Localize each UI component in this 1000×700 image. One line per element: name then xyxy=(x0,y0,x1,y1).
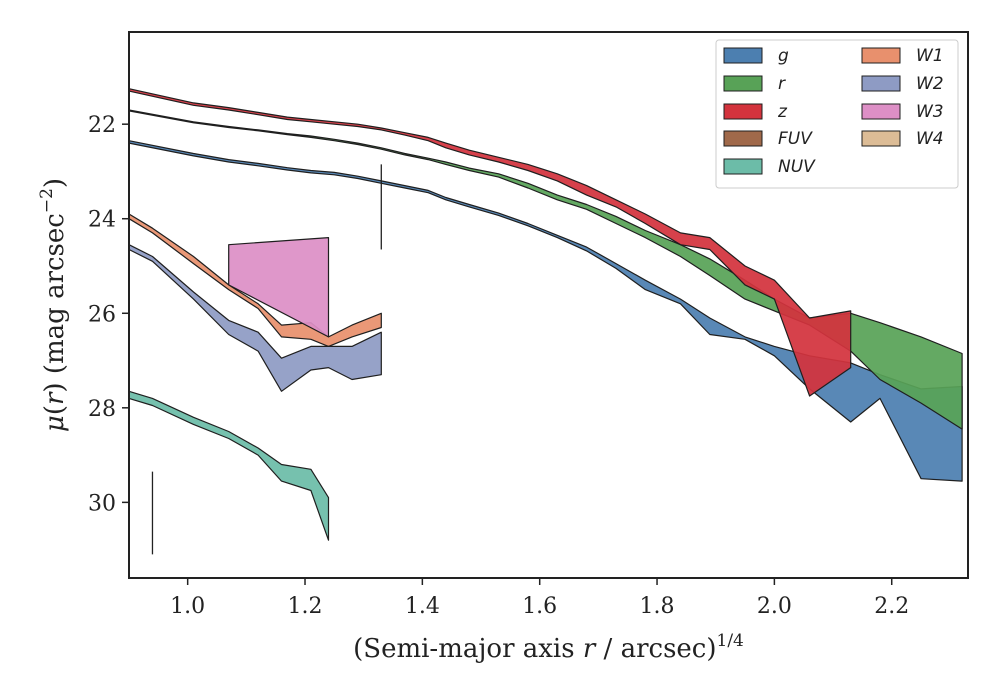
legend-label-nuv: NUV xyxy=(778,157,816,177)
x-axis-label: (Semi-major axis r / arcsec)1/4 xyxy=(353,631,744,664)
legend-swatch-w3 xyxy=(861,103,901,120)
y-axis-label-sup: −2 xyxy=(37,188,57,213)
legend-swatch-nuv xyxy=(723,158,763,175)
y-axis-label-mu: μ xyxy=(40,415,70,432)
x-tick-label: 1.2 xyxy=(288,594,323,619)
legend-label-fuv: FUV xyxy=(778,129,813,149)
series-bands xyxy=(128,88,963,541)
legend-label-w4: W4 xyxy=(916,129,944,149)
legend-label-g: g xyxy=(778,46,789,66)
legend-swatch-w1 xyxy=(861,47,901,64)
plot-frame xyxy=(128,31,969,579)
x-tick-label: 2.2 xyxy=(874,594,909,619)
band-w1 xyxy=(128,213,382,347)
legend-swatch-g xyxy=(723,47,763,64)
legend-label-w3: W3 xyxy=(916,102,944,122)
legend-swatch-w4 xyxy=(861,130,901,147)
legend-swatch-z xyxy=(723,103,763,120)
y-tick-label: 22 xyxy=(88,113,116,138)
y-axis-label-var: r xyxy=(40,391,70,405)
x-tick-label: 1.4 xyxy=(405,594,440,619)
legend: grz FUV NUV W1 W2 W3 W4 xyxy=(715,39,959,189)
legend-swatch-fuv xyxy=(723,130,763,147)
band-w2 xyxy=(128,244,382,392)
band-nuv xyxy=(128,390,330,541)
x-tick-label: 2.0 xyxy=(757,594,792,619)
band-g xyxy=(128,140,963,482)
vertical-bars xyxy=(151,164,382,555)
y-axis-ticks: 22 24 26 28 30 xyxy=(88,113,129,516)
x-tick-label: 1.6 xyxy=(522,594,557,619)
legend-swatch-r xyxy=(723,75,763,92)
y-axis-label: μ(r) (mag arcsec−2) xyxy=(37,178,70,432)
legend-swatch-w2 xyxy=(861,75,901,92)
y-tick-label: 30 xyxy=(88,491,116,516)
y-tick-label: 26 xyxy=(88,302,116,327)
x-axis-ticks: 1.0 1.2 1.4 1.6 1.8 2.0 2.2 xyxy=(170,578,909,619)
band-z xyxy=(128,88,852,397)
y-tick-label: 28 xyxy=(88,397,116,422)
band-r xyxy=(128,109,963,430)
y-axis-label-close: ) xyxy=(40,382,70,392)
y-tick-label: 24 xyxy=(88,208,116,233)
x-tick-label: 1.8 xyxy=(640,594,675,619)
y-axis-label-unit: (mag arcsec xyxy=(40,213,70,382)
band-w3 xyxy=(228,237,330,338)
legend-label-z: z xyxy=(777,102,788,122)
legend-label-w1: W1 xyxy=(916,46,944,66)
x-tick-label: 1.0 xyxy=(170,594,205,619)
x-axis-label-prefix: (Semi-major axis xyxy=(353,634,583,664)
x-axis-label-var: r xyxy=(583,634,597,664)
x-axis-label-mid: / arcsec) xyxy=(595,634,716,664)
y-axis-label-open: ( xyxy=(40,405,70,415)
legend-label-w2: W2 xyxy=(916,74,944,94)
x-axis-label-sup: 1/4 xyxy=(717,631,744,651)
y-axis-label-end: ) xyxy=(40,178,70,188)
legend-label-r: r xyxy=(778,74,786,94)
